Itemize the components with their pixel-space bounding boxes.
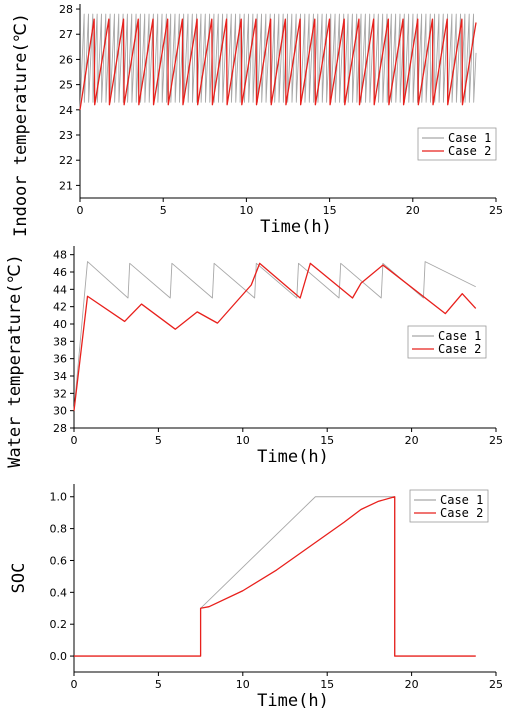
series-line-2 [79,18,477,110]
y-tick-label: 26 [59,53,73,66]
x-tick-label: 20 [405,678,419,691]
y-tick-label: 1.0 [50,491,68,504]
legend-label: Case 1 [448,131,491,145]
chart-panel-2: 0 5 10 15 20 25 28 30 32 34 36 38 40 42 44 46 48 Time(h) W… [5,246,503,468]
x-tick-label: 15 [320,434,334,447]
x-tick-label: 5 [155,678,162,691]
y-tick-label: 34 [53,370,67,383]
legend-label: Case 2 [448,144,491,158]
y-axis-title: SOC [9,563,29,594]
y-tick-label: 38 [53,335,67,348]
y-tick-label: 36 [53,353,67,366]
y-tick-label: 44 [53,283,67,296]
x-tick-label: 15 [323,204,337,217]
y-tick-label: 28 [53,422,67,435]
x-axis-title: Time(h) [260,217,332,237]
x-tick-label: 0 [71,678,78,691]
y-tick-label: 42 [53,301,67,314]
y-tick-label: 0.8 [50,523,68,536]
x-tick-label: 5 [155,434,162,447]
y-tick-label: 21 [59,179,73,192]
y-tick-label: 27 [59,28,73,41]
x-axis-title: Time(h) [257,447,329,467]
series-line-2 [73,262,477,411]
chart-panel-1: 0 5 10 15 20 25 21 22 23 24 25 26 27 28 Time(h) Indoor … [11,3,503,237]
y-tick-label: 0.4 [50,586,68,599]
y-tick-label: 0.0 [50,650,68,663]
y-tick-label: 0.6 [50,554,68,567]
y-tick-label: 22 [59,154,73,167]
x-tick-label: 0 [71,434,78,447]
y-tick-label: 32 [53,387,67,400]
x-tick-label: 15 [320,678,334,691]
x-tick-label: 0 [77,204,84,217]
y-tick-label: 46 [53,266,67,279]
x-tick-label: 25 [489,678,503,691]
y-tick-label: 25 [59,79,73,92]
y-tick-label: 48 [53,249,67,262]
y-tick-label: 30 [53,405,67,418]
x-tick-label: 5 [160,204,167,217]
chart-panel-3: 0 5 10 15 20 25 0.0 0.2 0.4 0.6 0.8 1.0 Time(h) SOC Ca… [9,484,503,709]
y-tick-label: 24 [59,104,73,117]
y-tick-label: 0.2 [50,618,68,631]
series-line-1 [73,261,476,411]
x-tick-label: 25 [489,204,503,217]
x-tick-label: 10 [236,434,250,447]
y-tick-label: 23 [59,129,73,142]
y-tick-label: 40 [53,318,67,331]
y-tick-label: 28 [59,3,73,16]
legend-label: Case 1 [440,493,483,507]
legend-box [417,127,497,161]
y-axis-title: Indoor temperature(℃) [11,13,31,237]
legend-label: Case 2 [438,342,481,356]
legend-box [409,489,489,523]
y-axis-title: Water temperature(℃) [5,254,25,468]
x-tick-label: 10 [236,678,250,691]
x-tick-label: 25 [489,434,503,447]
legend-label: Case 2 [440,506,483,520]
x-tick-label: 10 [239,204,253,217]
x-tick-label: 20 [405,434,419,447]
x-axis-title: Time(h) [257,691,329,709]
series-line-2 [74,496,476,657]
legend-label: Case 1 [438,329,481,343]
legend-box [407,325,487,359]
x-tick-label: 20 [406,204,420,217]
